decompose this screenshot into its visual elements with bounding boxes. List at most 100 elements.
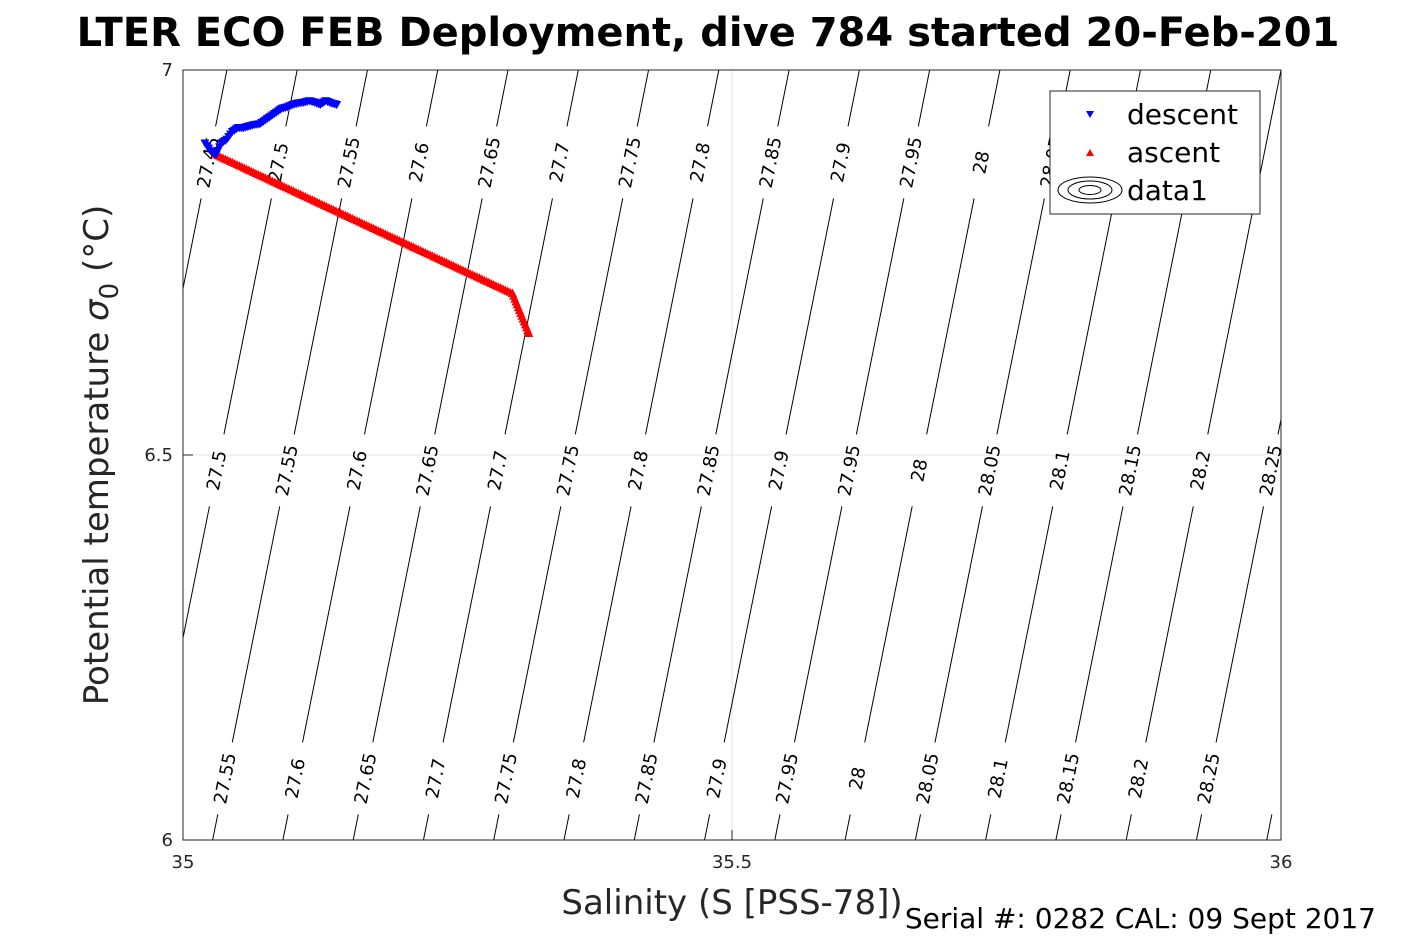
isopycnal-label-1-5: 27.75 (553, 443, 584, 498)
isopycnal-label-2-12: 28.15 (1053, 751, 1084, 806)
isopycnal-line-2-3 (355, 70, 368, 127)
legend-box (1049, 90, 1261, 215)
legend-contour-label: data1 (1127, 174, 1208, 207)
isopycnal-label-1-3: 27.65 (413, 443, 444, 498)
isopycnal-label-2-4: 27.75 (491, 751, 522, 806)
isopycnal-label-1-11: 28.05 (975, 443, 1006, 498)
isopycnal-line-15-2 (1207, 70, 1281, 435)
isopycnal-line-3-1 (302, 506, 351, 743)
isopycnal-label-2-14: 28.25 (1194, 751, 1225, 806)
isopycnal-label-0-9: 27.9 (827, 141, 855, 184)
isopycnal-line-3-2 (363, 198, 413, 435)
isopycnal-line-15-1 (1145, 506, 1194, 743)
isopycnal-line-14-1 (1075, 506, 1124, 743)
y-axis-label: Potential temperature σ0 (°C) (77, 205, 125, 705)
isopycnal-line-10-3 (917, 70, 931, 127)
isopycnal-line-13-0 (985, 814, 992, 840)
isopycnal-line-17-1 (1286, 70, 1417, 742)
isopycnal-line-9-3 (847, 70, 860, 127)
isopycnal-line-13-1 (1004, 506, 1054, 743)
isopycnal-line-12-2 (996, 198, 1045, 435)
legend-ascent-marker (1086, 149, 1094, 156)
isopycnal-line-9-2 (785, 198, 835, 435)
isopycnal-line-1-2 (285, 70, 298, 127)
isopycnal-label-2-13: 28.2 (1125, 757, 1153, 800)
x-tick-label-2: 36 (1270, 852, 1293, 873)
isopycnal-line-14-0 (1055, 814, 1062, 840)
isopycnal-line-11-1 (864, 506, 913, 743)
isopycnal-line-12-1 (934, 506, 983, 743)
isopycnal-label-2-5: 27.8 (563, 757, 591, 800)
isopycnal-line-7-2 (645, 198, 694, 435)
isopycnal-label-2-2: 27.65 (351, 751, 382, 806)
isopycnal-label-2-7: 27.9 (703, 757, 731, 800)
ascent-series (211, 97, 534, 337)
y-axis-label-subscript: 0 (95, 283, 125, 300)
isopycnal-line-2-0 (212, 814, 219, 840)
isopycnal-line-7-1 (583, 506, 632, 743)
isopycnal-line-15-0 (1125, 814, 1132, 840)
isopycnal-line-5-1 (442, 506, 492, 743)
isopycnal-label-1-7: 27.85 (694, 443, 725, 498)
footer-serial-cal: Serial #: 0282 CAL: 09 Sept 2017 (905, 902, 1376, 935)
isopycnal-line-10-1 (793, 506, 843, 743)
isopycnal-line-6-1 (512, 506, 562, 743)
isopycnal-line-3-3 (425, 70, 439, 127)
chart-title: LTER ECO FEB Deployment, dive 784 starte… (77, 10, 1340, 56)
isopycnal-line-11-2 (926, 198, 975, 435)
y-tick-label-2: 7 (162, 60, 173, 81)
isopycnal-label-2-3: 27.7 (422, 757, 450, 800)
isopycnal-line-5-2 (504, 198, 553, 435)
isopycnal-line-4-0 (352, 814, 359, 840)
isopycnal-line-11-0 (844, 814, 851, 840)
isopycnal-line-4-2 (434, 198, 483, 435)
isopycnal-line-6-0 (493, 814, 500, 840)
x-axis-ticks: 35 35.5 36 (172, 830, 1293, 873)
isopycnal-line-4-1 (372, 506, 421, 743)
isopycnal-line-17-0 (1266, 814, 1273, 840)
legend-descent-label: descent (1127, 98, 1238, 131)
descent-point-last (332, 101, 342, 110)
isopycnal-label-2-9: 28 (845, 765, 870, 792)
isopycnal-labels: 27.45 27.5 27.55 27.6 27.65 27.7 27.75 27.8 27.8… (193, 135, 1286, 806)
isopycnal-line-10-2 (855, 198, 905, 435)
isopycnal-label-1-15: 28.25 (1256, 443, 1287, 498)
y-axis-label-unit: (°C) (77, 205, 117, 283)
isopycnal-line-6-2 (574, 198, 624, 435)
descent-series (200, 97, 342, 160)
isopycnal-label-2-1: 27.6 (282, 757, 310, 800)
isopycnal-line-16-2 (1277, 416, 1281, 435)
isopycnal-line-3-0 (282, 814, 289, 840)
legend-ascent-label: ascent (1127, 136, 1220, 169)
isopycnal-label-0-10: 27.95 (896, 135, 927, 190)
x-tick-label-1: 35.5 (712, 852, 752, 873)
isopycnal-line-8-2 (715, 198, 764, 435)
isopycnal-line-8-0 (633, 814, 640, 840)
isopycnal-line-9-1 (723, 506, 773, 743)
y-tick-label-1: 6.5 (144, 445, 173, 466)
isopycnal-line-5-3 (566, 70, 579, 127)
legend: descent ascent data1 (1049, 90, 1261, 215)
ascent-point-10-14 (524, 328, 534, 337)
x-tick-label-0: 35 (172, 852, 195, 873)
y-tick-label-0: 6 (162, 830, 173, 851)
isopycnal-label-1-13: 28.15 (1115, 443, 1146, 498)
legend-descent-marker (1086, 111, 1094, 118)
isopycnal-line-2-2 (293, 198, 343, 435)
isopycnal-line-11-3 (988, 70, 1001, 127)
isopycnal-line-8-3 (777, 70, 790, 127)
x-axis-label: Salinity (S [PSS-78]) (561, 883, 902, 923)
data-series (200, 97, 534, 337)
isopycnal-label-0-6: 27.75 (615, 135, 646, 190)
isopycnal-label-0-8: 27.85 (756, 135, 787, 190)
isopycnal-label-1-10: 28 (907, 457, 932, 484)
isopycnal-line-16-1 (1215, 506, 1265, 743)
isopycnal-label-0-3: 27.6 (405, 141, 433, 184)
isopycnal-line-0-1 (215, 70, 228, 127)
isopycnal-line-8-1 (653, 506, 702, 743)
legend-contour-icon (1057, 176, 1123, 204)
isopycnal-line-7-3 (706, 70, 720, 127)
isopycnal-line-9-0 (704, 814, 711, 840)
isopycnal-label-2-10: 28.05 (913, 751, 944, 806)
